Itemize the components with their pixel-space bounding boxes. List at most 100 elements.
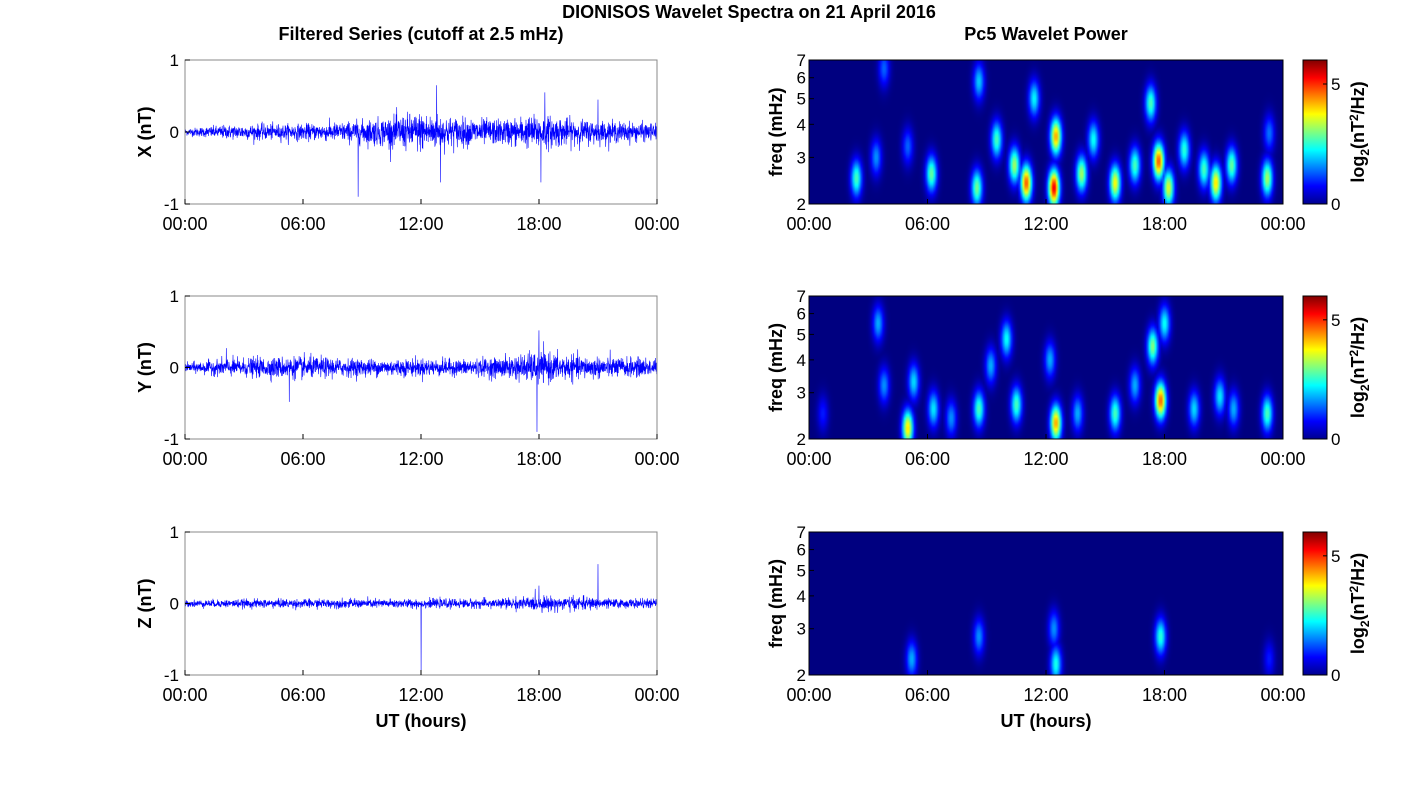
y-tick-label: 0	[170, 123, 179, 142]
x-tick-label: 12:00	[398, 685, 443, 705]
y-tick-label: 0	[170, 595, 179, 614]
x-axis-label: UT (hours)	[376, 711, 467, 731]
colorbar	[1302, 295, 1328, 440]
y-tick-label: 1	[170, 51, 179, 70]
x-tick-label: 06:00	[905, 449, 950, 469]
colorbar-tick-label: 0	[1331, 430, 1340, 449]
y-tick-label: 3	[797, 384, 806, 403]
colorbar-label-part: (nT	[1348, 593, 1368, 621]
y-tick-label: 7	[797, 523, 806, 542]
y-tick-label: 4	[797, 115, 806, 134]
y-tick-label: 0	[170, 359, 179, 378]
x-tick-label: 12:00	[1023, 449, 1068, 469]
y-tick-label: 1	[170, 287, 179, 306]
x-tick-label: 12:00	[1023, 685, 1068, 705]
x-tick-label: 18:00	[516, 449, 561, 469]
colorbar-label-part: 2	[1347, 114, 1361, 121]
left-column-title: Filtered Series (cutoff at 2.5 mHz)	[278, 24, 563, 44]
y-axis-label: freq (mHz)	[766, 87, 786, 176]
colorbar-label-part: 2	[1347, 350, 1361, 357]
colorbar-label-part: 2	[1358, 149, 1372, 156]
y-tick-label: 1	[170, 523, 179, 542]
x-tick-label: 06:00	[280, 449, 325, 469]
y-tick-label: 4	[797, 587, 806, 606]
figure-title: DIONISOS Wavelet Spectra on 21 April 201…	[562, 2, 936, 22]
series-trace	[184, 564, 658, 672]
x-tick-label: 00:00	[634, 214, 679, 234]
y-tick-label: 6	[797, 305, 806, 324]
x-tick-label: 00:00	[1260, 214, 1305, 234]
colorbar-label-part: /Hz)	[1348, 81, 1368, 114]
colorbar-label-part: log	[1348, 156, 1368, 183]
x-tick-label: 12:00	[398, 214, 443, 234]
series-panel-z: -1 0 1 Z (nT) 00:00 06:00 12:00 18:00 00:00 UT (h…	[135, 523, 680, 731]
x-tick-label: 18:00	[516, 685, 561, 705]
colorbar-label-part: 2	[1358, 620, 1372, 627]
x-tick-label: 12:00	[398, 449, 443, 469]
colorbar-tick-label: 5	[1331, 75, 1340, 94]
colorbar	[1302, 531, 1328, 676]
y-axis-label: Y (nT)	[135, 342, 155, 393]
colorbar-label-part: log	[1348, 391, 1368, 418]
y-tick-label: -1	[164, 430, 179, 449]
series-trace	[184, 330, 658, 432]
colorbar-label-part: /Hz)	[1348, 317, 1368, 350]
y-tick-label: 7	[797, 51, 806, 70]
x-tick-label: 00:00	[162, 449, 207, 469]
colorbar-label: log2(nT2/Hz)	[1347, 81, 1372, 182]
y-axis-label: X (nT)	[135, 107, 155, 158]
x-tick-label: 18:00	[1142, 685, 1187, 705]
y-tick-label: 2	[797, 666, 806, 685]
colorbar-label: log2(nT2/Hz)	[1347, 317, 1372, 418]
x-tick-label: 00:00	[634, 449, 679, 469]
y-tick-label: 6	[797, 69, 806, 88]
series-trace	[184, 85, 658, 197]
colorbar-tick-label: 5	[1331, 311, 1340, 330]
x-tick-label: 18:00	[516, 214, 561, 234]
series-panel-y: -1 0 1 Y (nT) 00:00 06:00 12:00 18:00 00:00	[135, 287, 680, 469]
y-tick-label: -1	[164, 666, 179, 685]
colorbar-label-part: 2	[1347, 586, 1361, 593]
x-tick-label: 00:00	[786, 214, 831, 234]
y-tick-label: 5	[797, 561, 806, 580]
colorbar-label-part: 2	[1358, 384, 1372, 391]
x-tick-label: 06:00	[280, 685, 325, 705]
y-axis-label: freq (mHz)	[766, 323, 786, 412]
colorbar-tick-label: 5	[1331, 547, 1340, 566]
x-tick-label: 00:00	[1260, 449, 1305, 469]
colorbar-label: log2(nT2/Hz)	[1347, 553, 1372, 654]
x-tick-label: 00:00	[634, 685, 679, 705]
y-tick-label: 2	[797, 195, 806, 214]
x-tick-label: 00:00	[162, 214, 207, 234]
x-tick-label: 18:00	[1142, 449, 1187, 469]
spectrogram-image	[809, 296, 1283, 439]
colorbar	[1302, 59, 1328, 205]
x-tick-label: 06:00	[905, 214, 950, 234]
y-axis-label: freq (mHz)	[766, 559, 786, 648]
x-tick-label: 06:00	[905, 685, 950, 705]
y-tick-label: 5	[797, 325, 806, 344]
colorbar-label-part: log	[1348, 627, 1368, 654]
x-axis-label: UT (hours)	[1001, 711, 1092, 731]
x-tick-label: 18:00	[1142, 214, 1187, 234]
colorbar-tick-label: 0	[1331, 195, 1340, 214]
y-tick-label: 7	[797, 287, 806, 306]
y-tick-label: 3	[797, 620, 806, 639]
series-panel-x: -1 0 1 X (nT) 00:00 06:00 12:00 18:00 00:00	[135, 51, 680, 234]
y-tick-label: 4	[797, 351, 806, 370]
x-tick-label: 12:00	[1023, 214, 1068, 234]
colorbar-tick-label: 0	[1331, 666, 1340, 685]
x-tick-label: 00:00	[786, 685, 831, 705]
colorbar-label-part: /Hz)	[1348, 553, 1368, 586]
x-tick-label: 00:00	[786, 449, 831, 469]
x-tick-label: 00:00	[1260, 685, 1305, 705]
y-tick-label: 3	[797, 148, 806, 167]
colorbar-label-part: (nT	[1348, 121, 1368, 149]
y-tick-label: -1	[164, 195, 179, 214]
spectrogram-image	[809, 532, 1283, 675]
